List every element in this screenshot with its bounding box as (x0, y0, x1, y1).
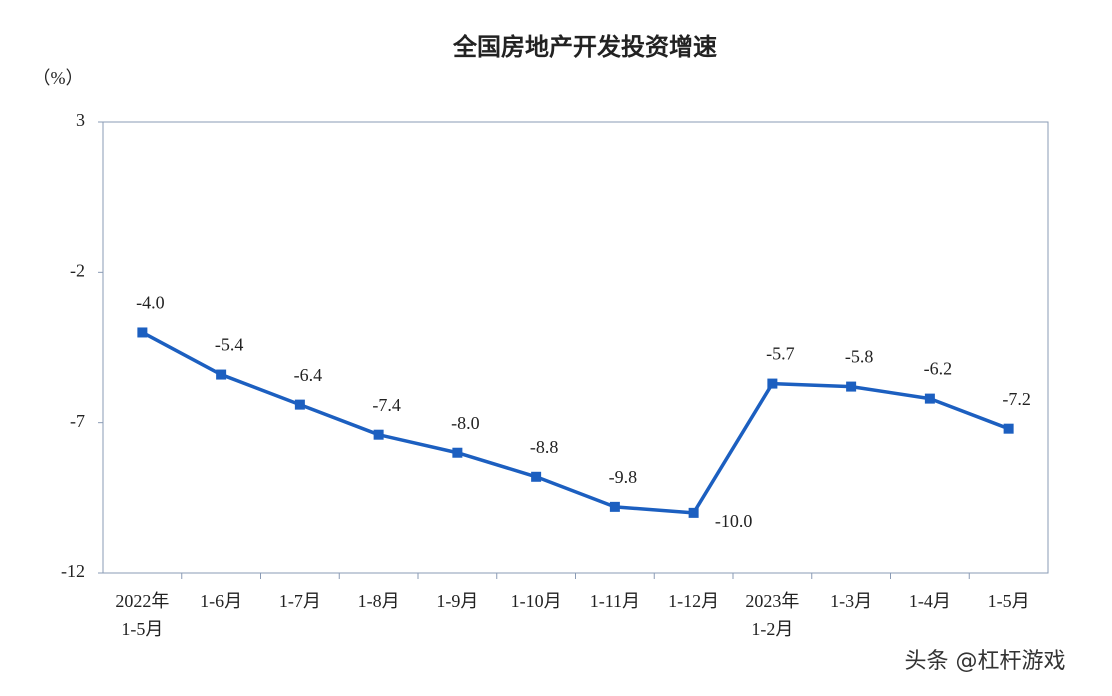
point (846, 381, 857, 392)
y-tick-label: -2 (70, 260, 85, 280)
line-series (141, 330, 1010, 515)
x-tick-label: 1-2月 (751, 619, 793, 639)
point (294, 399, 305, 410)
data-label: -7.4 (372, 395, 401, 415)
x-tick-label: 1-5月 (121, 619, 163, 639)
data-label: -7.2 (1002, 389, 1031, 409)
x-tick-label: 1-8月 (358, 591, 400, 611)
point (609, 501, 620, 512)
chart-title: 全国房地产开发投资增速 (452, 33, 717, 61)
data-label: -6.2 (924, 359, 953, 379)
data-label: -5.8 (845, 347, 874, 367)
y-tick-label: -7 (70, 411, 85, 431)
point (1003, 423, 1014, 434)
data-label: -10.0 (715, 511, 753, 531)
x-tick-label: 1-5月 (988, 591, 1030, 611)
x-tick-label: 1-3月 (830, 591, 872, 611)
x-tick-label: 1-12月 (668, 591, 719, 611)
y-tick-label: 3 (76, 110, 85, 130)
watermark: 头条 @杠杆游戏 (905, 649, 1066, 674)
plot-border (102, 121, 1049, 574)
point (924, 393, 935, 404)
data-label: -6.4 (294, 365, 323, 385)
x-tick-label: 1-9月 (436, 591, 478, 611)
data-label: -4.0 (136, 293, 165, 313)
data-label: -5.4 (215, 335, 244, 355)
point (373, 429, 384, 440)
y-axis-unit: （%） (33, 68, 84, 88)
x-tick-label: 2023年 (745, 591, 799, 611)
y-tick-label: -12 (61, 561, 85, 581)
data-label: -8.8 (530, 437, 559, 457)
point (216, 369, 227, 380)
point (531, 471, 542, 482)
x-tick-label: 1-10月 (511, 591, 562, 611)
x-tick-label: 2022年 (115, 591, 169, 611)
point (688, 507, 699, 518)
point (767, 378, 778, 389)
x-tick-label: 1-4月 (909, 591, 951, 611)
x-tick-label: 1-6月 (200, 591, 242, 611)
point (137, 327, 148, 338)
data-label: -5.7 (766, 344, 795, 364)
point (452, 447, 463, 458)
data-label: -9.8 (609, 467, 638, 487)
x-tick-label: 1-11月 (590, 591, 640, 611)
data-label: -8.0 (451, 413, 480, 433)
x-tick-label: 1-7月 (279, 591, 321, 611)
